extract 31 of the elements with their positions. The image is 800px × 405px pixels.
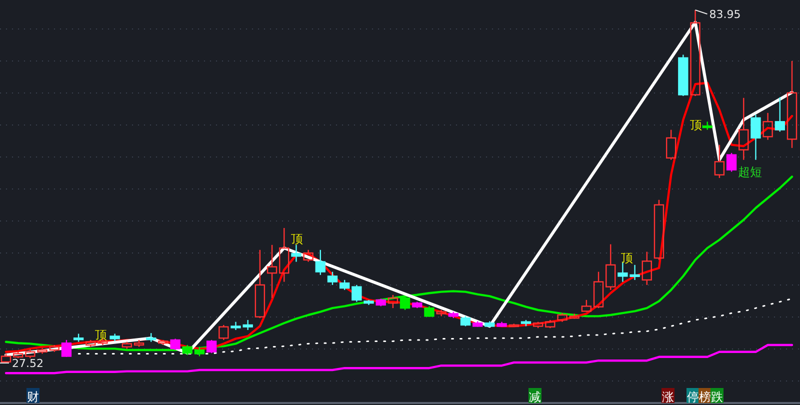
candlestick xyxy=(352,284,362,302)
annotation: 顶 xyxy=(621,251,633,265)
candlestick xyxy=(303,249,314,262)
candlestick xyxy=(170,338,180,351)
candlestick xyxy=(774,96,786,132)
candlestick xyxy=(762,112,773,140)
candlestick xyxy=(206,339,217,354)
annotation: 顶 xyxy=(291,232,303,246)
candlestick xyxy=(750,114,761,160)
candlestick xyxy=(327,271,338,286)
annotation: 顶 xyxy=(95,328,107,342)
candlestick xyxy=(61,339,72,358)
annotation: 27.52 xyxy=(12,357,44,370)
candlestick xyxy=(266,244,278,299)
candlestick xyxy=(400,296,410,311)
text: 榜 xyxy=(699,390,711,404)
candlestick xyxy=(424,306,434,318)
annotation: 顶 xyxy=(690,118,702,132)
candlestick xyxy=(291,244,302,262)
text: 财 xyxy=(27,390,39,404)
annotation: 超短 xyxy=(738,165,762,179)
candlestick xyxy=(726,152,737,172)
text: 跌 xyxy=(711,390,723,404)
candlestick xyxy=(738,97,749,160)
candlestick xyxy=(339,279,350,291)
text: 停 xyxy=(687,390,699,404)
annotation: 83.95 xyxy=(709,8,741,21)
text: 减 xyxy=(529,390,541,404)
candlestick xyxy=(315,249,326,276)
text: 涨 xyxy=(662,390,674,404)
candlestick xyxy=(460,316,471,327)
